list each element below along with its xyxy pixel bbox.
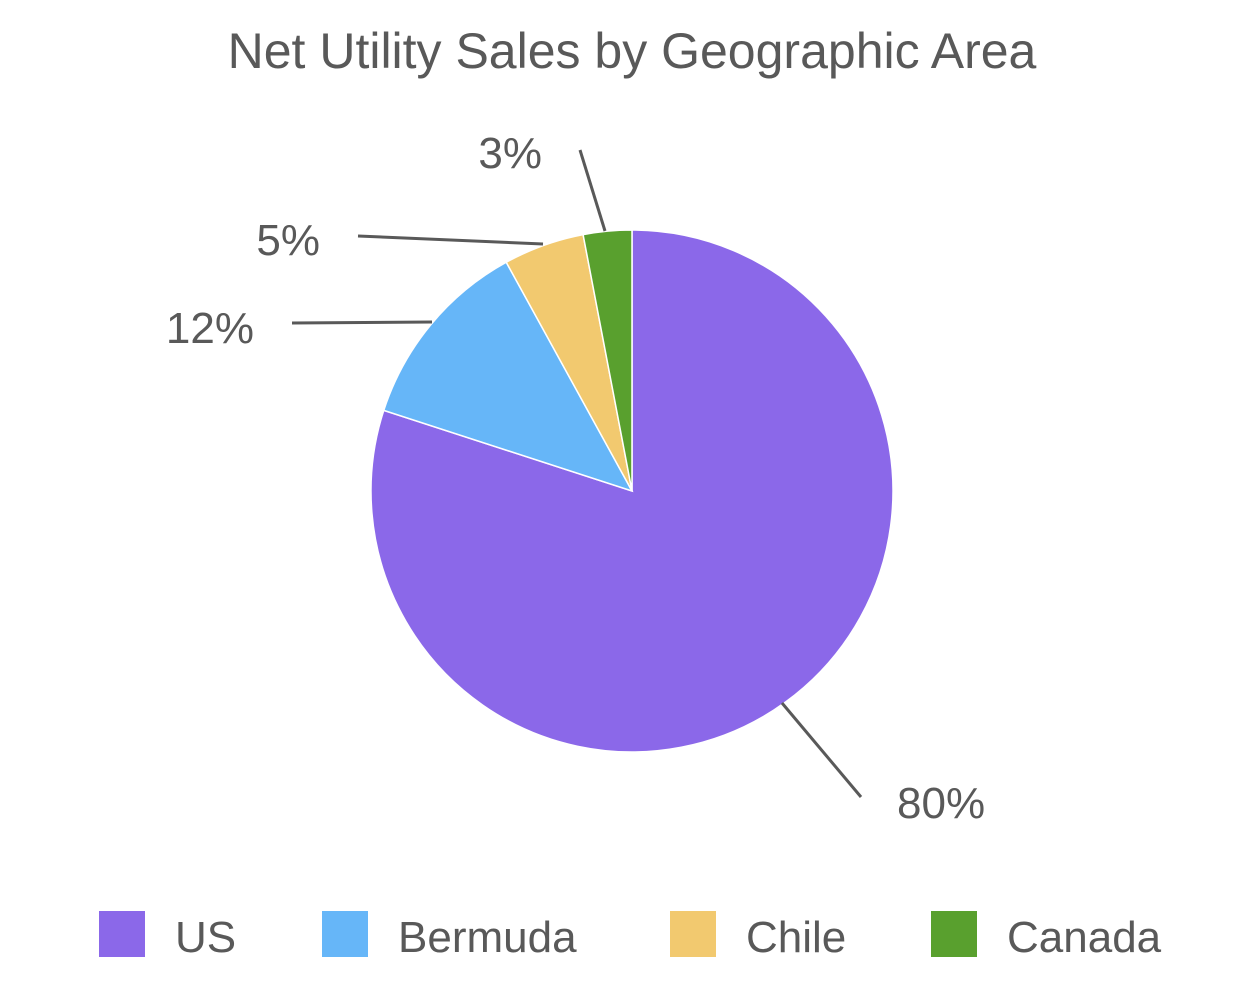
legend-label-chile: Chile [746,913,846,962]
data-label-bermuda: 12% [166,304,254,353]
legend-label-bermuda: Bermuda [398,913,577,962]
pie-slice-canada [582,229,633,492]
leader-line-canada [578,149,607,232]
label-leader-lines [291,149,863,798]
leader-line-us [780,702,863,798]
data-labels: 80% 12%5% 3% [166,129,985,828]
pie-slices [370,229,894,753]
data-label-canada: 3% [478,129,542,178]
pie-slice-bermuda [382,261,634,493]
legend-swatch-bermuda [322,911,368,957]
legend-swatch-chile [670,911,716,957]
legend: US Bermuda Chile Canada [99,911,1162,962]
chart-title: Net Utility Sales by Geographic Area [228,23,1037,79]
legend-label-us: US [175,913,236,962]
data-label-chile: 5% [256,216,320,265]
legend-label-canada: Canada [1007,913,1162,962]
leader-line-chile [357,234,544,246]
legend-swatch-canada [931,911,977,957]
pie-slice-us [370,229,894,753]
legend-swatch-us [99,911,145,957]
data-label-us: 80% [897,779,985,828]
leader-line-bermuda [291,320,433,325]
